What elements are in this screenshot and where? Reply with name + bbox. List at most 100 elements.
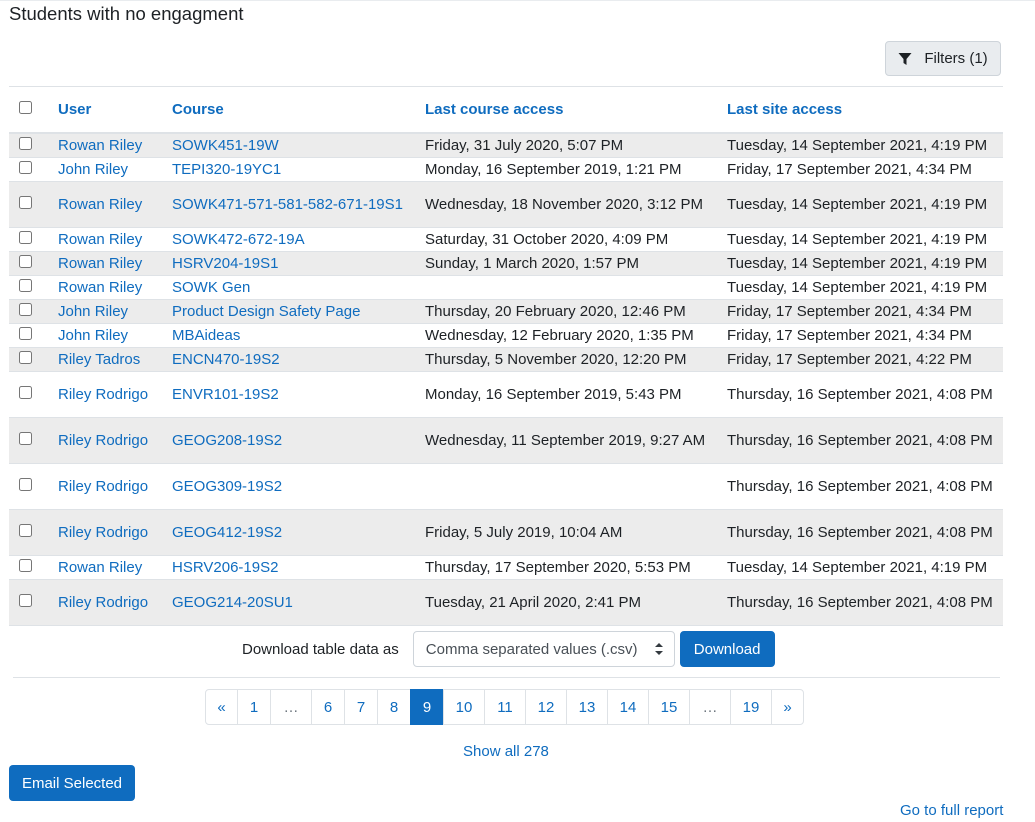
- course-link-cell: GEOG208-19S2: [169, 417, 422, 464]
- column-header-last-course-access[interactable]: Last course access: [422, 86, 724, 134]
- user-link[interactable]: Rowan Riley: [58, 230, 143, 248]
- page-12[interactable]: 12: [525, 689, 567, 725]
- page-next[interactable]: »: [771, 689, 804, 725]
- user-link[interactable]: Riley Tadros: [58, 350, 141, 368]
- course-link[interactable]: SOWK Gen: [172, 278, 251, 296]
- course-link[interactable]: MBAideas: [172, 326, 241, 344]
- course-link[interactable]: GEOG412-19S2: [172, 523, 283, 541]
- row-checkbox[interactable]: [19, 302, 32, 316]
- row-checkbox[interactable]: [19, 385, 32, 399]
- course-link[interactable]: SOWK451-19W: [172, 136, 279, 154]
- page-13[interactable]: 13: [566, 689, 608, 725]
- last-course-access-cell: Thursday, 17 September 2020, 5:53 PM: [422, 555, 724, 580]
- course-link[interactable]: SOWK472-672-19A: [172, 230, 305, 248]
- course-link[interactable]: ENVR101-19S2: [172, 385, 279, 403]
- course-link[interactable]: HSRV204-19S1: [172, 254, 279, 272]
- user-link[interactable]: Riley Rodrigo: [58, 523, 149, 541]
- last-course-access: Thursday, 5 November 2020, 12:20 PM: [425, 350, 687, 368]
- download-format-select[interactable]: Comma separated values (.csv): [412, 631, 675, 667]
- filters-button[interactable]: Filters (1): [885, 41, 1001, 76]
- page-9[interactable]: 9: [410, 689, 444, 725]
- page-prev[interactable]: «: [205, 689, 238, 725]
- download-button[interactable]: Download: [679, 631, 775, 667]
- course-link[interactable]: SOWK471-571-581-582-671-19S1: [172, 195, 403, 213]
- user-link[interactable]: Riley Rodrigo: [58, 477, 149, 495]
- row-checkbox[interactable]: [19, 195, 32, 209]
- course-link-cell: TEPI320-19YC1: [169, 157, 422, 182]
- course-link[interactable]: GEOG208-19S2: [172, 431, 283, 449]
- user-link[interactable]: John Riley: [58, 302, 129, 320]
- column-header-last-site-access[interactable]: Last site access: [724, 86, 1003, 134]
- page-1[interactable]: 1: [237, 689, 271, 725]
- select-all-checkbox[interactable]: [19, 100, 32, 114]
- row-checkbox[interactable]: [19, 326, 32, 340]
- user-link-cell: Rowan Riley: [55, 132, 169, 158]
- user-link[interactable]: Riley Rodrigo: [58, 431, 149, 449]
- last-site-access: Thursday, 16 September 2021, 4:08 PM: [727, 523, 993, 541]
- user-link[interactable]: Rowan Riley: [58, 195, 143, 213]
- row-checkbox[interactable]: [19, 350, 32, 364]
- show-all-link[interactable]: Show all 278: [463, 743, 549, 760]
- user-link[interactable]: Rowan Riley: [58, 136, 143, 154]
- last-course-access-cell: Monday, 16 September 2019, 1:21 PM: [422, 157, 724, 182]
- column-header-course[interactable]: Course: [169, 86, 422, 134]
- user-link[interactable]: Rowan Riley: [58, 278, 143, 296]
- page-14[interactable]: 14: [607, 689, 649, 725]
- last-site-access: Tuesday, 14 September 2021, 4:19 PM: [727, 278, 988, 296]
- email-selected-button[interactable]: Email Selected: [9, 765, 135, 801]
- page-8[interactable]: 8: [377, 689, 411, 725]
- course-link-cell: ENCN470-19S2: [169, 347, 422, 372]
- row-checkbox[interactable]: [19, 593, 32, 607]
- last-site-access-cell: Thursday, 16 September 2021, 4:08 PM: [724, 371, 1003, 418]
- course-link-cell: GEOG309-19S2: [169, 463, 422, 510]
- row-checkbox[interactable]: [19, 230, 32, 244]
- page-6[interactable]: 6: [311, 689, 345, 725]
- table-header-row: User Course Last course access Last site…: [9, 86, 1003, 134]
- row-checkbox[interactable]: [19, 523, 32, 537]
- row-select-cell: [9, 347, 55, 372]
- row-checkbox[interactable]: [19, 136, 32, 150]
- page-19[interactable]: 19: [730, 689, 772, 725]
- last-course-access: Friday, 31 July 2020, 5:07 PM: [425, 136, 624, 154]
- page-11[interactable]: 11: [484, 689, 526, 725]
- course-link[interactable]: GEOG214-20SU1: [172, 593, 293, 611]
- user-link[interactable]: Riley Rodrigo: [58, 593, 149, 611]
- course-link[interactable]: Product Design Safety Page: [172, 302, 361, 320]
- course-link-cell: Product Design Safety Page: [169, 299, 422, 324]
- user-link[interactable]: Rowan Riley: [58, 254, 143, 272]
- row-checkbox[interactable]: [19, 477, 32, 491]
- row-checkbox[interactable]: [19, 160, 32, 174]
- row-select-cell: [9, 132, 55, 158]
- table-row: Rowan Riley HSRV206-19S2 Thursday, 17 Sept…: [9, 555, 1003, 580]
- user-link[interactable]: Riley Rodrigo: [58, 385, 149, 403]
- course-link[interactable]: GEOG309-19S2: [172, 477, 283, 495]
- last-site-access-cell: Tuesday, 14 September 2021, 4:19 PM: [724, 227, 1003, 252]
- course-link[interactable]: ENCN470-19S2: [172, 350, 280, 368]
- column-header-user[interactable]: User: [55, 86, 169, 134]
- last-site-access-cell: Friday, 17 September 2021, 4:34 PM: [724, 157, 1003, 182]
- full-report-link[interactable]: Go to full report: [900, 802, 1004, 819]
- user-link[interactable]: Rowan Riley: [58, 558, 143, 576]
- row-checkbox[interactable]: [19, 431, 32, 445]
- page-10[interactable]: 10: [443, 689, 485, 725]
- page-7[interactable]: 7: [344, 689, 378, 725]
- user-link[interactable]: John Riley: [58, 326, 129, 344]
- user-link-cell: Rowan Riley: [55, 275, 169, 300]
- row-select-cell: [9, 227, 55, 252]
- last-course-access: Wednesday, 18 November 2020, 3:12 PM: [425, 195, 703, 213]
- user-link-cell: Rowan Riley: [55, 555, 169, 580]
- last-course-access: Wednesday, 12 February 2020, 1:35 PM: [425, 326, 694, 344]
- last-course-access-cell: Friday, 5 July 2019, 10:04 AM: [422, 509, 724, 556]
- course-link[interactable]: TEPI320-19YC1: [172, 160, 282, 178]
- table-row: Riley Tadros ENCN470-19S2 Thursday, 5 Nove…: [9, 347, 1003, 372]
- last-course-access: Thursday, 20 February 2020, 12:46 PM: [425, 302, 686, 320]
- user-link[interactable]: John Riley: [58, 160, 129, 178]
- last-site-access: Friday, 17 September 2021, 4:34 PM: [727, 302, 972, 320]
- course-link[interactable]: HSRV206-19S2: [172, 558, 279, 576]
- page-title: Students with no engagment: [9, 3, 244, 24]
- row-checkbox[interactable]: [19, 254, 32, 268]
- row-checkbox[interactable]: [19, 558, 32, 572]
- row-checkbox[interactable]: [19, 278, 32, 292]
- row-select-cell: [9, 417, 55, 464]
- page-15[interactable]: 15: [648, 689, 690, 725]
